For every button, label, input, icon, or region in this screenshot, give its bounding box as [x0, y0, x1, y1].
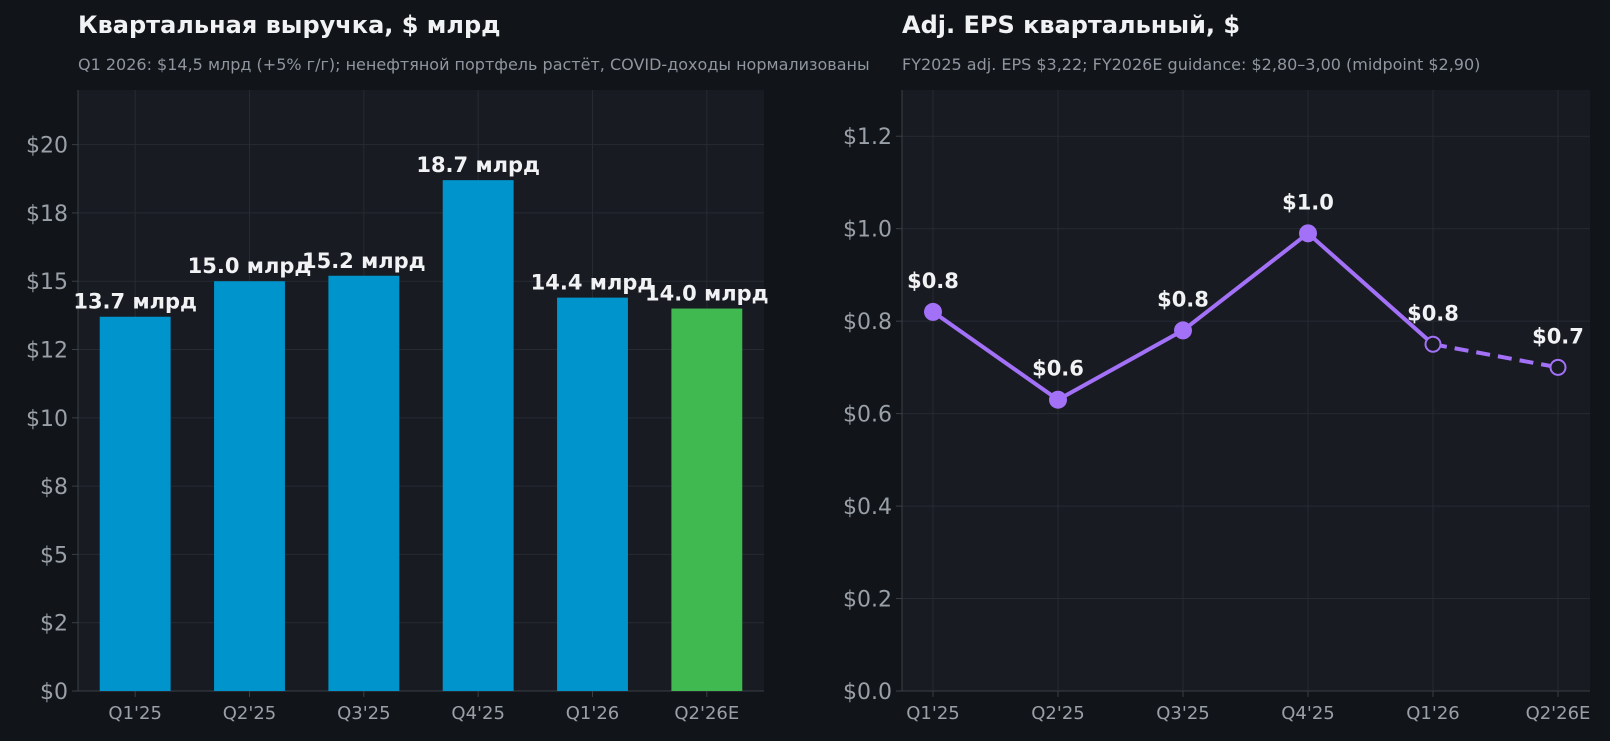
- revenue-bar: [99, 316, 171, 691]
- revenue-data-label: 14.0 млрд: [645, 282, 769, 306]
- eps-data-point: [1049, 390, 1067, 409]
- eps-plot-area: [902, 90, 1590, 691]
- eps-y-tick-label: $1.0: [843, 218, 892, 243]
- revenue-y-tick-label: $8: [40, 475, 68, 500]
- revenue-bar: [328, 275, 400, 691]
- revenue-y-tick-label: $12: [26, 339, 68, 364]
- eps-y-tick-label: $0.2: [843, 588, 892, 613]
- revenue-x-tick-label: Q1'26: [566, 703, 619, 724]
- eps-x-tick-label: Q1'25: [906, 703, 959, 724]
- revenue-y-tick-label: $5: [40, 543, 68, 568]
- eps-x-tick-label: Q4'25: [1281, 703, 1334, 724]
- eps-chart-title: Adj. EPS квартальный, $: [902, 11, 1241, 39]
- eps-y-tick-label: $0.6: [843, 403, 892, 428]
- eps-x-tick-label: Q2'25: [1031, 703, 1084, 724]
- revenue-bar: [557, 297, 628, 691]
- eps-x-tick-label: Q3'25: [1156, 703, 1209, 724]
- eps-data-label: $1.0: [1282, 190, 1334, 214]
- eps-y-tick-label: $0.4: [843, 495, 892, 520]
- eps-data-point: [1174, 321, 1192, 340]
- eps-data-label: $0.6: [1032, 357, 1084, 381]
- eps-data-label: $0.8: [1407, 301, 1459, 325]
- eps-data-point-estimate: [1549, 358, 1567, 376]
- eps-y-tick-label: $0.8: [843, 310, 892, 335]
- revenue-bar: [214, 281, 285, 691]
- revenue-data-label: 13.7 млрд: [73, 290, 197, 314]
- eps-data-point-estimate: [1424, 335, 1442, 353]
- eps-x-tick-label: Q1'26: [1406, 703, 1459, 724]
- eps-data-point: [1299, 224, 1317, 243]
- eps-y-tick-label: $1.2: [843, 125, 892, 150]
- revenue-bar: [671, 308, 743, 691]
- revenue-bar: [442, 180, 514, 691]
- revenue-x-tick-label: Q3'25: [337, 703, 390, 724]
- revenue-y-tick-label: $15: [26, 270, 68, 295]
- eps-chart-subtitle: FY2025 adj. EPS $3,22; FY2026E guidance:…: [902, 55, 1481, 74]
- revenue-data-label: 18.7 млрд: [416, 153, 540, 177]
- revenue-y-tick-label: $20: [26, 134, 68, 159]
- revenue-data-label: 15.0 млрд: [188, 254, 312, 278]
- revenue-x-tick-label: Q1'25: [108, 703, 161, 724]
- revenue-y-tick-label: $10: [26, 407, 68, 432]
- revenue-plot-area: [78, 90, 764, 691]
- revenue-x-tick-label: Q2'25: [223, 703, 276, 724]
- eps-data-label: $0.8: [907, 269, 959, 293]
- eps-x-tick-label: Q2'26E: [1526, 703, 1591, 724]
- revenue-data-label: 14.4 млрд: [531, 271, 655, 295]
- eps-y-tick-label: $0.0: [843, 680, 892, 705]
- revenue-y-tick-label: $0: [40, 680, 68, 705]
- eps-data-point: [924, 302, 942, 321]
- revenue-x-tick-label: Q4'25: [451, 703, 504, 724]
- revenue-x-tick-label: Q2'26E: [674, 703, 739, 724]
- revenue-data-label: 15.2 млрд: [302, 249, 426, 273]
- revenue-chart-title: Квартальная выручка, $ млрд: [78, 11, 501, 39]
- eps-data-label: $0.8: [1157, 287, 1209, 311]
- revenue-y-tick-label: $2: [40, 612, 68, 637]
- eps-data-label: $0.7: [1532, 324, 1584, 348]
- revenue-chart-subtitle: Q1 2026: $14,5 млрд (+5% г/г); ненефтяно…: [78, 55, 870, 74]
- revenue-y-tick-label: $18: [26, 202, 68, 227]
